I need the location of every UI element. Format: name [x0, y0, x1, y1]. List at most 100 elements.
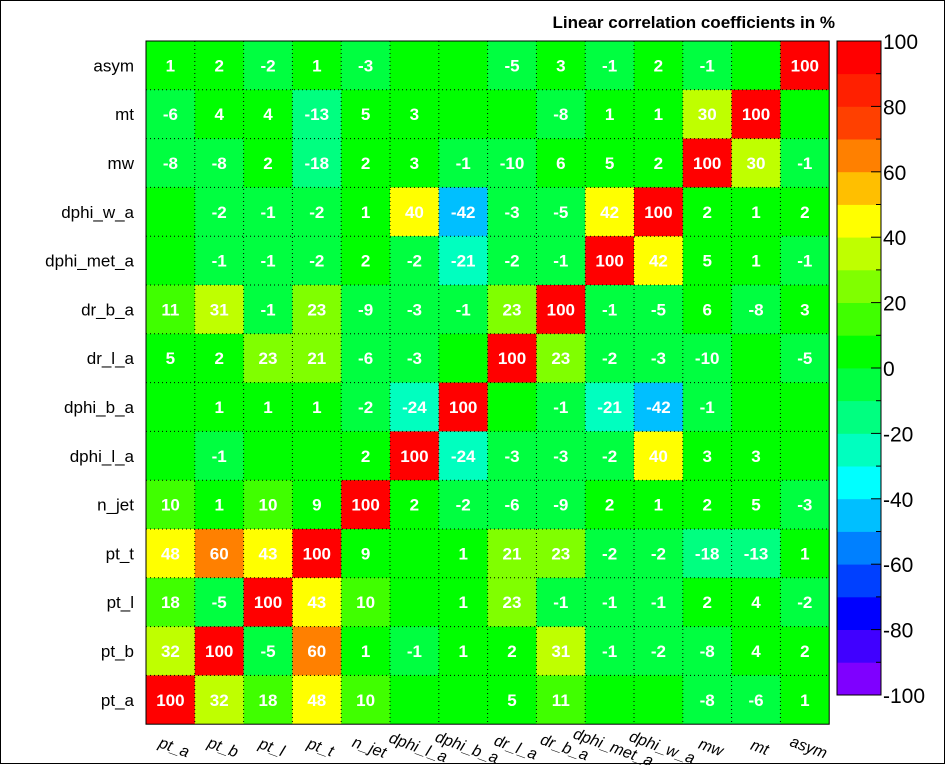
y-tick-label: pt_b — [101, 642, 134, 661]
cell-value-label: -1 — [602, 300, 617, 319]
cell-value-label: 31 — [210, 300, 229, 319]
x-tick-label: pt_b — [204, 734, 240, 761]
cell-value-label: -2 — [212, 203, 227, 222]
y-tick-label: n_jet — [97, 496, 134, 515]
cell-value-label: -3 — [504, 447, 519, 466]
heatmap-cell — [194, 529, 244, 579]
heatmap-cell — [243, 333, 293, 383]
cell-value-label: -2 — [797, 593, 812, 612]
cell-value-label: 30 — [698, 105, 717, 124]
heatmap-cell — [438, 480, 488, 530]
heatmap-cell — [390, 138, 440, 188]
heatmap-cell — [341, 138, 391, 188]
heatmap-cell — [146, 480, 196, 530]
cell-value-label: -9 — [553, 496, 568, 515]
cell-value-label: 1 — [361, 642, 370, 661]
cell-value-label: -1 — [553, 398, 568, 417]
heatmap-cell — [585, 577, 635, 627]
heatmap-cell — [243, 577, 293, 627]
heatmap-cell — [634, 577, 684, 627]
cell-value-label: -2 — [602, 349, 617, 368]
cell-value-label: 3 — [410, 154, 419, 173]
cell-value-label: -3 — [651, 349, 666, 368]
heatmap-cell — [536, 626, 586, 676]
heatmap-cell — [585, 187, 635, 237]
heatmap-cell — [487, 675, 537, 725]
heatmap-cell — [487, 89, 537, 139]
cell-value-label: -2 — [504, 252, 519, 271]
heatmap-cell — [682, 89, 732, 139]
cell-value-label: -8 — [700, 642, 715, 661]
heatmap-cell — [780, 382, 830, 432]
color-scale-segment — [837, 531, 881, 565]
heatmap-cell — [146, 333, 196, 383]
cell-value-label: 100 — [498, 349, 526, 368]
cell-value-label: 1 — [800, 691, 809, 710]
heatmap-cell — [341, 675, 391, 725]
heatmap-cell — [292, 529, 342, 579]
heatmap-cell — [780, 577, 830, 627]
cell-value-label: 23 — [551, 544, 570, 563]
heatmap-cell — [780, 529, 830, 579]
heatmap-cell — [194, 480, 244, 530]
cell-value-label: 100 — [742, 105, 770, 124]
heatmap-cell — [682, 41, 732, 91]
heatmap-cell — [487, 480, 537, 530]
heatmap-cell — [390, 431, 440, 481]
heatmap-cell — [194, 577, 244, 627]
heatmap-cell — [243, 626, 293, 676]
heatmap-cell — [438, 138, 488, 188]
heatmap-cell — [780, 89, 830, 139]
cell-value-label: -42 — [451, 203, 476, 222]
x-tick-label: pt_t — [304, 735, 336, 761]
x-tick-label: mt — [748, 737, 771, 759]
cell-value-label: 100 — [449, 398, 477, 417]
heatmap-cell — [634, 480, 684, 530]
heatmap-cell — [487, 138, 537, 188]
cell-value-label: -1 — [797, 252, 812, 271]
cell-value-label: 5 — [166, 349, 175, 368]
heatmap-cell — [585, 675, 635, 725]
heatmap-cell — [438, 285, 488, 335]
heatmap-cell — [146, 431, 196, 481]
cell-value-label: 5 — [605, 154, 614, 173]
color-scale-segment — [837, 466, 881, 500]
heatmap-cell — [682, 138, 732, 188]
heatmap-cell — [536, 333, 586, 383]
heatmap-cell — [634, 382, 684, 432]
cell-value-label: 2 — [361, 154, 370, 173]
heatmap-cell — [194, 626, 244, 676]
heatmap-cell — [731, 480, 781, 530]
color-scale-segment — [837, 564, 881, 598]
heatmap-cell — [487, 285, 537, 335]
heatmap-cell — [536, 577, 586, 627]
heatmap-cell — [682, 675, 732, 725]
cell-value-label: -5 — [797, 349, 812, 368]
cell-value-label: -1 — [456, 300, 471, 319]
cell-value-label: 3 — [800, 300, 809, 319]
cell-value-label: 2 — [361, 252, 370, 271]
cell-value-label: 3 — [751, 447, 760, 466]
heatmap-cell — [438, 41, 488, 91]
heatmap-cell — [243, 89, 293, 139]
cell-value-label: -10 — [695, 349, 720, 368]
cell-value-label: 32 — [210, 691, 229, 710]
cell-value-label: -1 — [700, 398, 715, 417]
cell-value-label: -13 — [305, 105, 330, 124]
heatmap-cell — [634, 187, 684, 237]
heatmap-cell — [487, 431, 537, 481]
cell-value-label: 1 — [800, 544, 809, 563]
cell-value-label: 31 — [551, 642, 570, 661]
cell-value-label: 1 — [654, 105, 663, 124]
cell-value-label: 1 — [458, 544, 467, 563]
heatmap-cell — [390, 529, 440, 579]
heatmap-cell — [390, 333, 440, 383]
cell-value-label: 100 — [547, 300, 575, 319]
x-tick-label: mw — [696, 736, 727, 761]
heatmap-cell — [585, 529, 635, 579]
cell-value-label: 23 — [307, 300, 326, 319]
cell-value-label: 5 — [507, 691, 516, 710]
heatmap-cell — [194, 431, 244, 481]
heatmap-cell — [585, 138, 635, 188]
cell-value-label: -3 — [407, 349, 422, 368]
